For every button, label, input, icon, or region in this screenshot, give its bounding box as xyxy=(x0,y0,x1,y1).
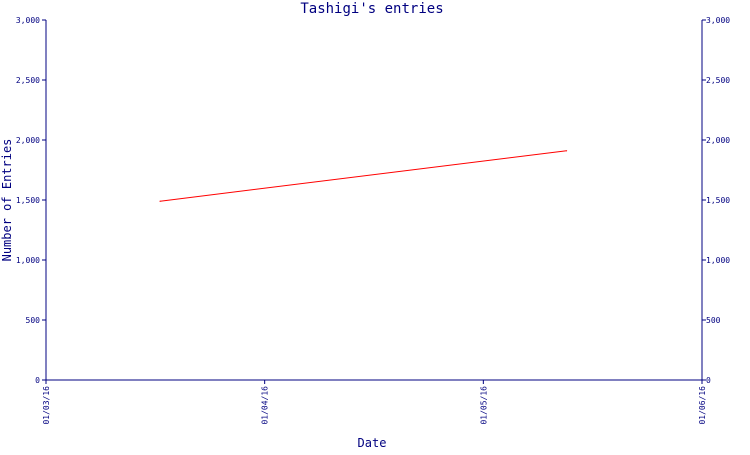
left-y-tick-label: 2,500 xyxy=(16,76,40,85)
series-layer xyxy=(159,150,568,202)
left-y-tick-label: 500 xyxy=(26,316,41,325)
right-y-tick-label: 1,500 xyxy=(706,196,730,205)
series-line xyxy=(160,150,567,202)
left-y-tick-label: 1,000 xyxy=(16,256,40,265)
left-y-tick-label: 3,000 xyxy=(16,16,40,25)
y-axis-label: Number of Entries xyxy=(0,139,14,262)
left-y-tick-label: 0 xyxy=(35,376,40,385)
right-y-tick-label: 2,500 xyxy=(706,76,730,85)
left-y-tick-label: 2,000 xyxy=(16,136,40,145)
right-y-tick-label: 3,000 xyxy=(706,16,730,25)
right-y-tick-label: 2,000 xyxy=(706,136,730,145)
data-point xyxy=(159,200,161,202)
x-axis-label: Date xyxy=(358,436,387,450)
left-y-ticks: 0 500 1,000 1,500 2,000 2,500 3,000 xyxy=(16,16,46,385)
right-y-tick-label: 1,000 xyxy=(706,256,730,265)
x-tick-label: 01/05/16 xyxy=(479,386,488,425)
right-y-ticks: 0 500 1,000 1,500 2,000 2,500 3,000 xyxy=(702,16,730,385)
left-y-tick-label: 1,500 xyxy=(16,196,40,205)
x-ticks: 01/03/16 01/04/16 01/05/16 01/06/16 xyxy=(42,380,707,425)
data-point xyxy=(565,150,568,152)
chart-title: Tashigi's entries xyxy=(300,1,443,17)
x-tick-label: 01/03/16 xyxy=(42,386,51,425)
right-y-tick-label: 0 xyxy=(706,376,711,385)
right-y-tick-label: 500 xyxy=(706,316,721,325)
x-tick-label: 01/04/16 xyxy=(261,386,270,425)
axes xyxy=(45,20,703,381)
x-tick-label: 01/06/16 xyxy=(698,386,707,425)
